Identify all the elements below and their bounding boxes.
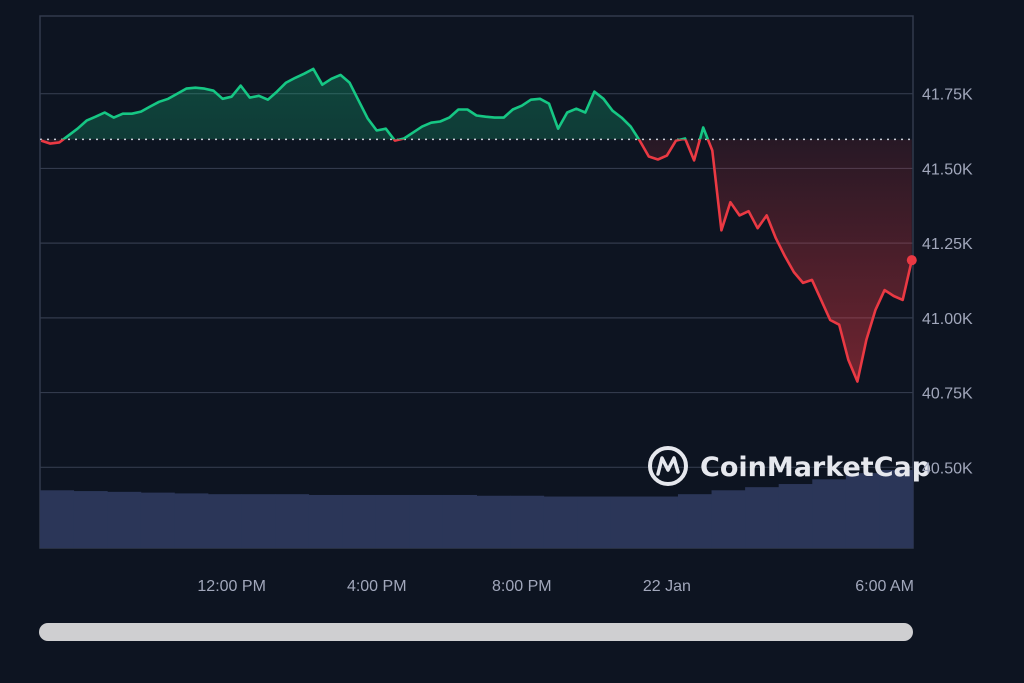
- volume-bar: [476, 495, 511, 548]
- volume-bar: [510, 495, 545, 548]
- watermark-text: CoinMarketCap: [700, 452, 931, 483]
- y-tick-label: 41.25K: [922, 236, 973, 253]
- volume-bar: [879, 470, 914, 548]
- volume-bar: [812, 479, 847, 548]
- y-tick-label: 41.00K: [922, 311, 973, 328]
- x-tick-label: 6:00 AM: [855, 578, 914, 595]
- volume-bar: [375, 494, 410, 548]
- coinmarketcap-watermark: CoinMarketCap: [648, 446, 931, 486]
- volume-bar: [73, 491, 108, 548]
- y-tick-label: 41.75K: [922, 87, 973, 104]
- volume-bar: [342, 494, 377, 548]
- price-line-down: [40, 139, 913, 383]
- volume-bar: [241, 494, 276, 548]
- volume-bar: [577, 496, 612, 548]
- volume-bar: [778, 484, 813, 548]
- price-line-up: [41, 67, 710, 140]
- x-tick-label: 12:00 PM: [197, 578, 265, 595]
- volume-bar: [40, 490, 75, 548]
- volume-bar: [409, 494, 444, 548]
- y-tick-label: 40.75K: [922, 386, 973, 403]
- volume-bar: [745, 487, 780, 548]
- volume-bar: [644, 496, 679, 548]
- timeline-scrollbar[interactable]: [39, 623, 913, 641]
- volume-bar: [711, 490, 746, 548]
- y-tick-label: 41.50K: [922, 161, 973, 178]
- volume-bar: [308, 494, 343, 548]
- volume-bar: [610, 496, 645, 548]
- volume-bar: [140, 492, 175, 548]
- volume-bar: [174, 493, 209, 548]
- x-tick-label: 8:00 PM: [492, 578, 552, 595]
- volume-bar: [107, 491, 142, 548]
- last-price-marker: [906, 255, 917, 266]
- area-above-baseline: [63, 68, 708, 140]
- volume-bar: [442, 494, 477, 548]
- x-tick-label: 22 Jan: [643, 578, 691, 595]
- y-tick-label: 40.50K: [922, 460, 973, 477]
- x-tick-label: 4:00 PM: [347, 578, 407, 595]
- coinmarketcap-logo-icon: [648, 446, 688, 486]
- volume-bar: [845, 473, 880, 548]
- volume-bar: [677, 494, 713, 548]
- volume-bar: [275, 494, 310, 548]
- area-below-baseline: [41, 139, 912, 382]
- volume-bar: [543, 496, 578, 548]
- volume-bar: [207, 494, 242, 548]
